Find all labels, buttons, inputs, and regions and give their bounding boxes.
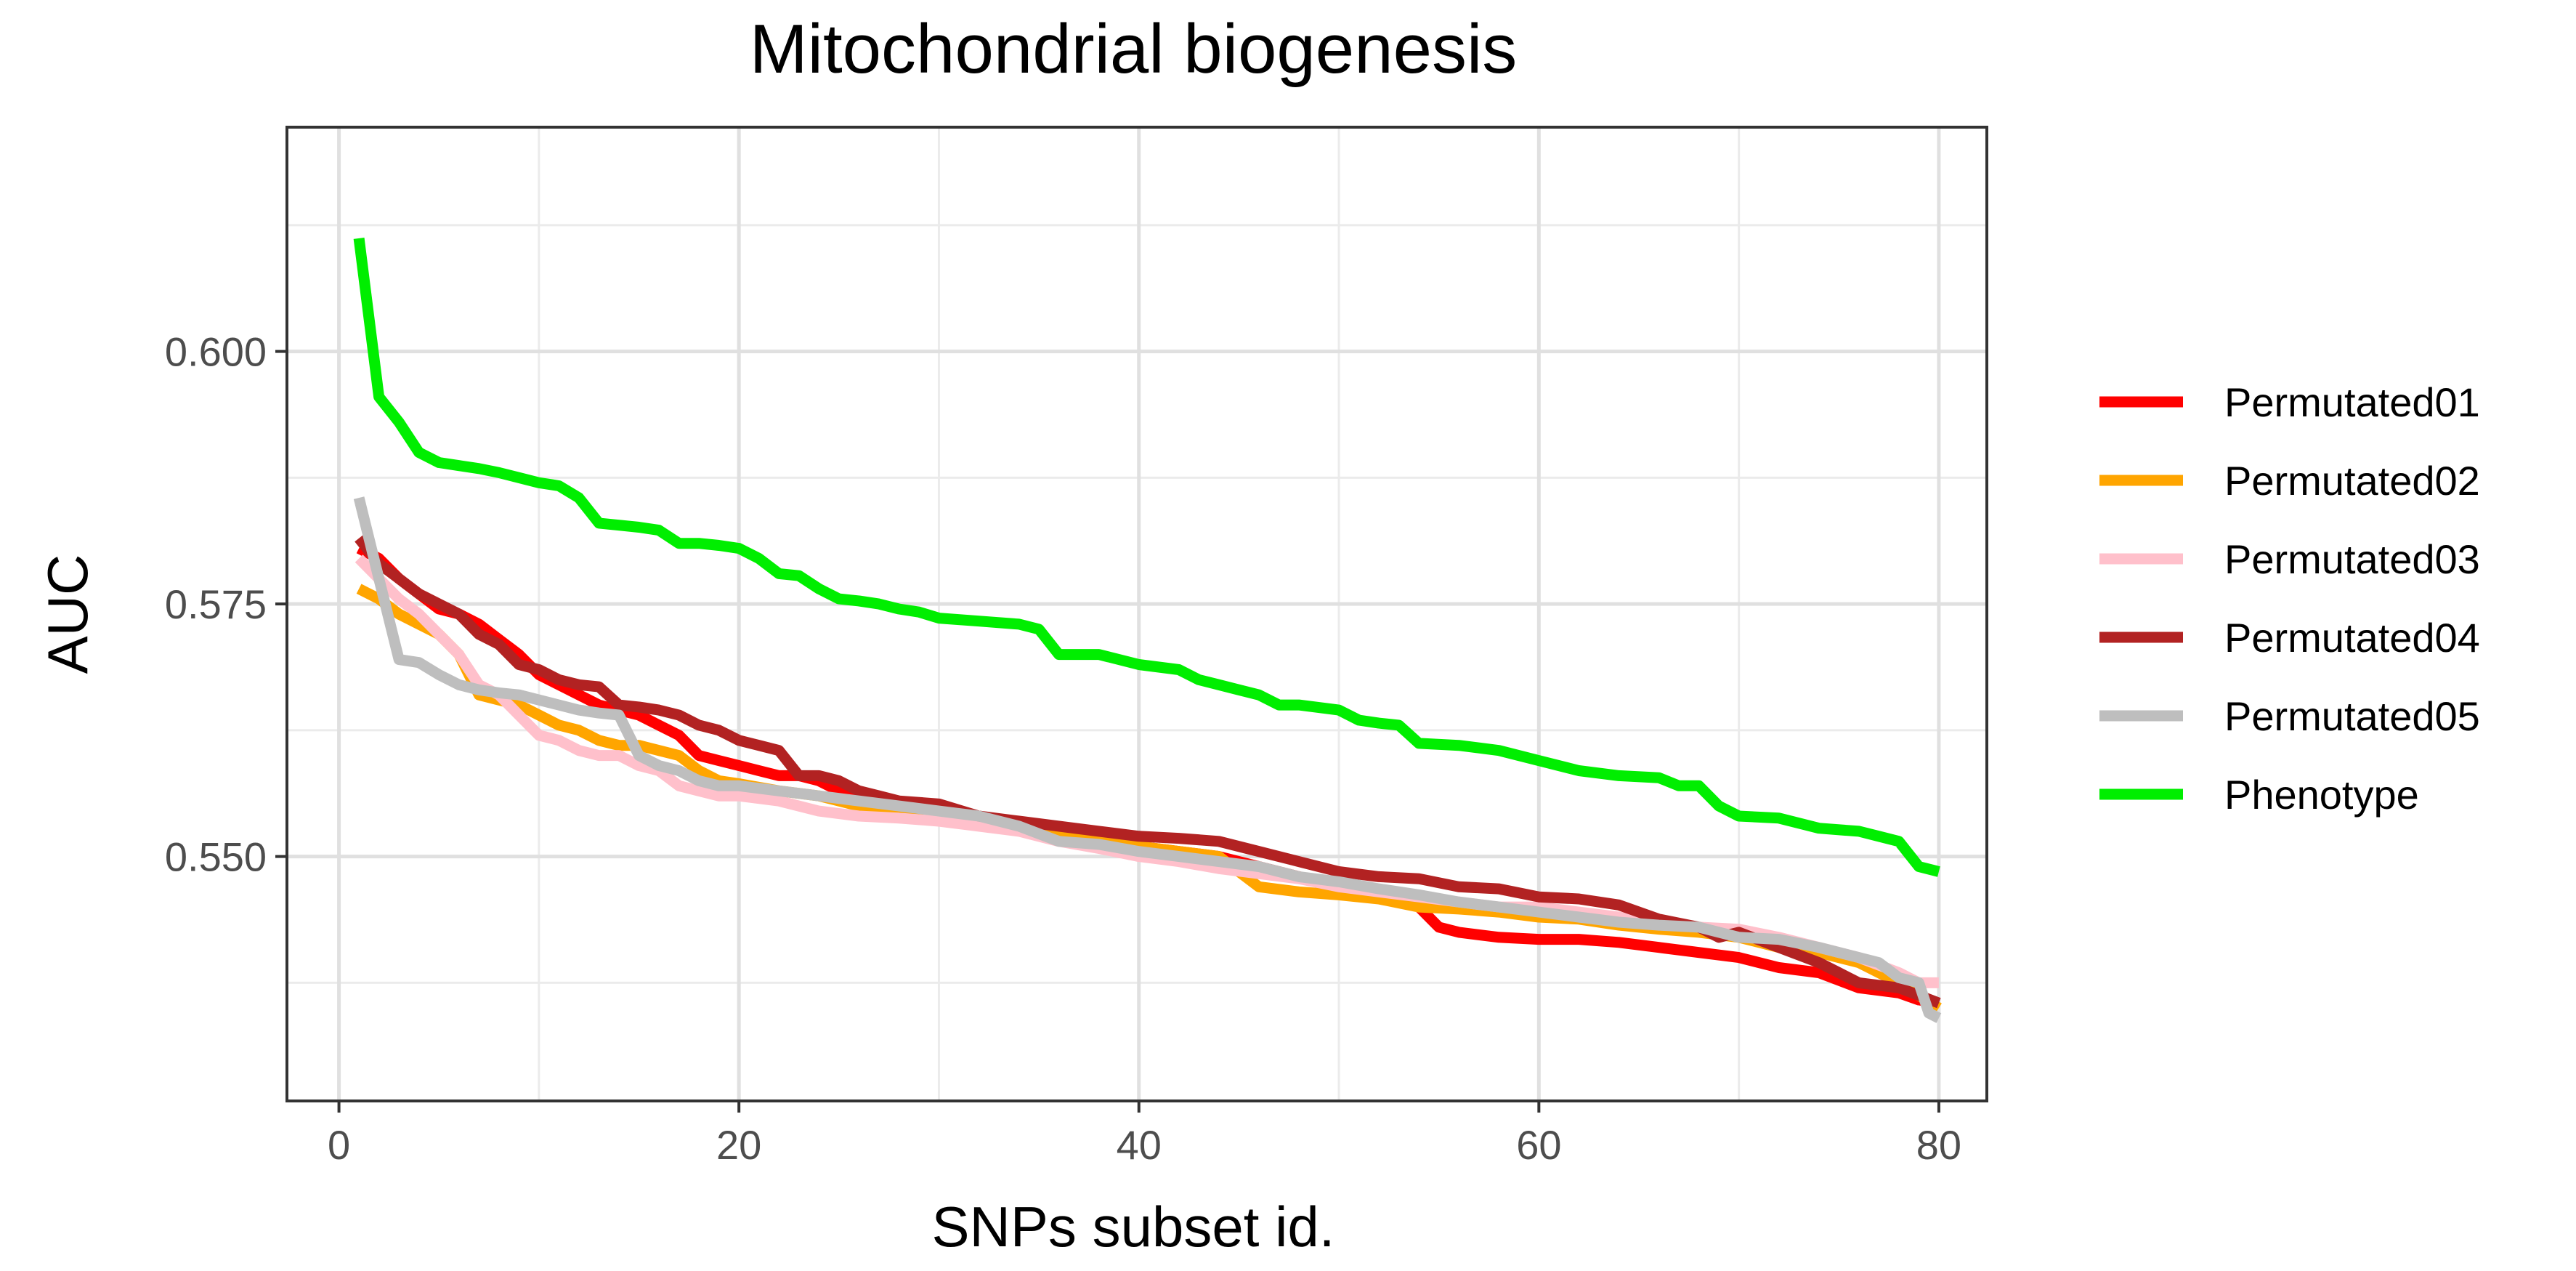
y-axis-title: AUC [36, 554, 100, 674]
legend-label: Permutated03 [2224, 536, 2480, 582]
series-line-permutated04 [355, 535, 1941, 1009]
x-tick-label: 80 [1916, 1122, 1961, 1168]
legend-item: Permutated01 [2099, 379, 2480, 425]
series-line-permutated05 [353, 496, 1942, 1023]
legend-label: Phenotype [2224, 772, 2419, 818]
series-line-phenotype [353, 237, 1940, 877]
y-tick-label: 0.575 [165, 581, 267, 627]
legend-item: Phenotype [2099, 772, 2419, 818]
x-tick-label: 40 [1117, 1122, 1162, 1168]
x-axis-title: SNPs subset id. [932, 1195, 1335, 1259]
legend-label: Permutated02 [2224, 458, 2480, 504]
legend: Permutated01 Permutated02 Permutated03 Perm… [2099, 379, 2480, 818]
legend-label: Permutated05 [2224, 693, 2480, 739]
x-tick-label: 0 [328, 1122, 350, 1168]
legend-item: Permutated04 [2099, 615, 2480, 661]
y-tick-label: 0.600 [165, 329, 267, 375]
plot-panel-border [285, 126, 1988, 1102]
y-tick-label: 0.550 [165, 834, 267, 880]
legend-item: Permutated03 [2099, 536, 2480, 582]
legend-label: Permutated04 [2224, 615, 2480, 661]
legend-label: Permutated01 [2224, 379, 2480, 425]
legend-item: Permutated05 [2099, 693, 2480, 739]
series-lines [353, 237, 1942, 1023]
x-tick-label: 60 [1516, 1122, 1561, 1168]
legend-item: Permutated02 [2099, 458, 2480, 504]
axes: 0.550 0.575 0.600 0 20 40 60 80 [165, 329, 1961, 1168]
x-tick-label: 20 [716, 1122, 761, 1168]
chart-title: Mitochondrial biogenesis [750, 10, 1518, 88]
